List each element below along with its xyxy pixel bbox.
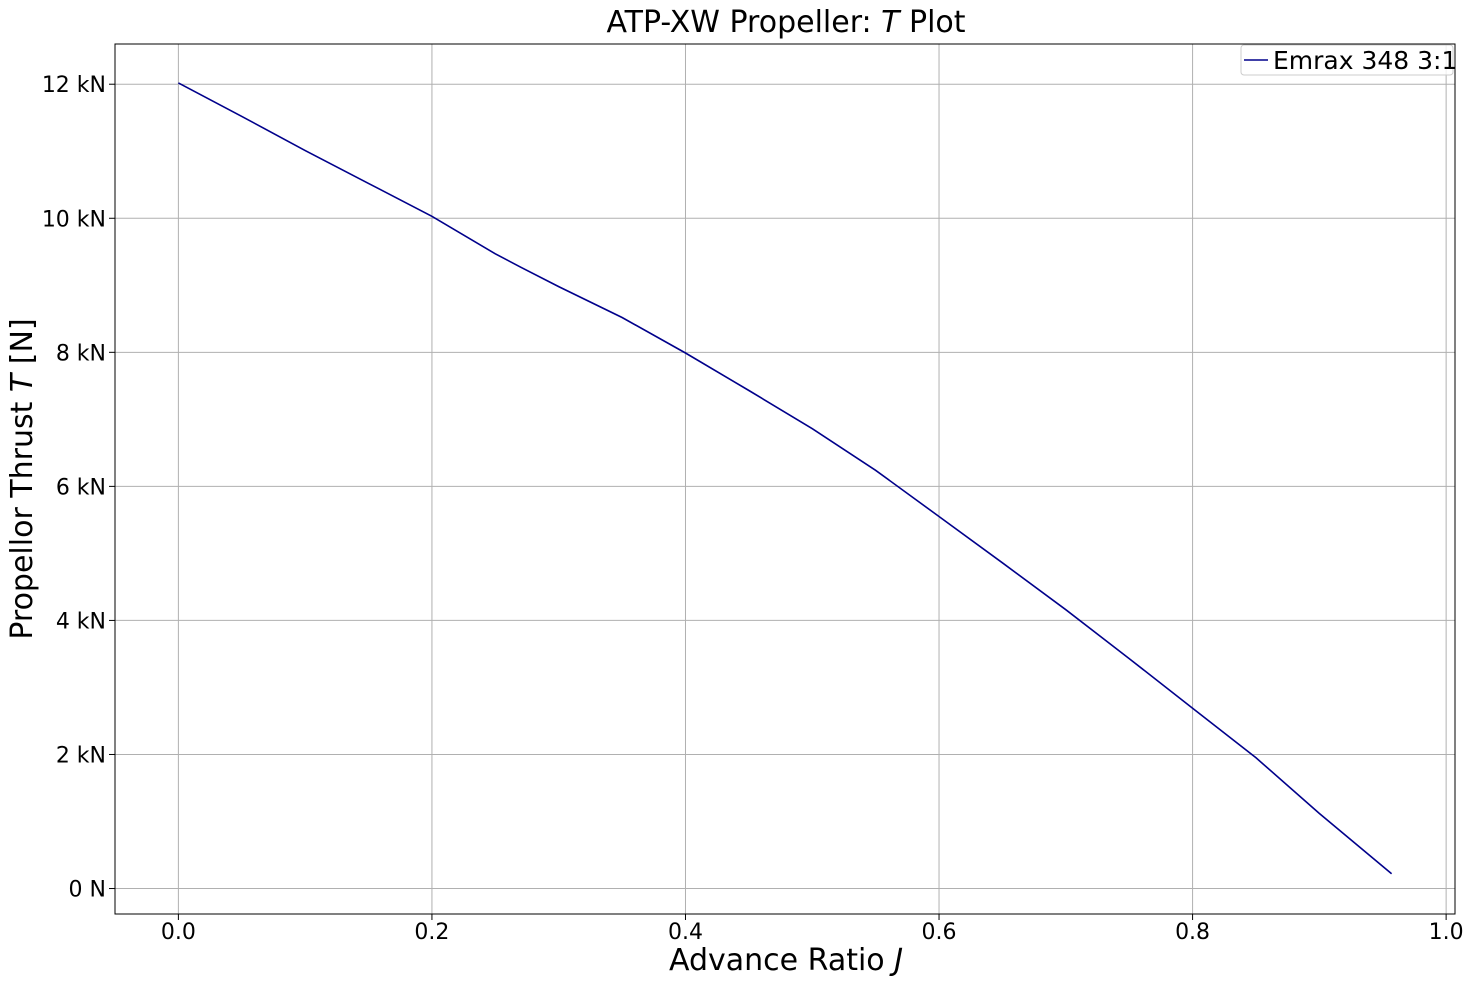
x-tick-label: 0.8 (1175, 920, 1210, 945)
y-tick-label: 6 kN (56, 475, 106, 500)
y-tick-label: 12 kN (42, 73, 106, 98)
x-axis: 0.0 0.2 0.4 0.6 0.8 1.0 (161, 914, 1464, 945)
chart-title: ATP-XW Propeller: T Plot (606, 5, 965, 40)
y-tick-label: 4 kN (56, 609, 106, 634)
y-axis: 0 N 2 kN 4 kN 6 kN 8 kN 10 kN 12 kN (42, 73, 115, 903)
x-axis-label: Advance Ratio J (669, 943, 903, 978)
y-tick-label: 10 kN (42, 207, 106, 232)
legend-label: Emrax 348 3:1 (1273, 46, 1457, 75)
grid (115, 44, 1455, 914)
legend-box (1240, 44, 1454, 76)
y-tick-label: 2 kN (56, 743, 106, 768)
x-tick-label: 1.0 (1429, 920, 1464, 945)
series-line (178, 82, 1393, 875)
y-tick-label: 0 N (69, 878, 106, 903)
x-tick-label: 0.0 (161, 920, 196, 945)
legend: Emrax 348 3:1 (1240, 44, 1457, 76)
plot-area-frame (114, 43, 1456, 915)
series-layer (178, 82, 1393, 875)
x-tick-label: 0.6 (922, 920, 957, 945)
x-tick-label: 0.4 (668, 920, 703, 945)
y-tick-label: 8 kN (56, 341, 106, 366)
y-axis-label: Propellor Thrust T [N] (5, 318, 40, 639)
x-tick-label: 0.2 (414, 920, 449, 945)
